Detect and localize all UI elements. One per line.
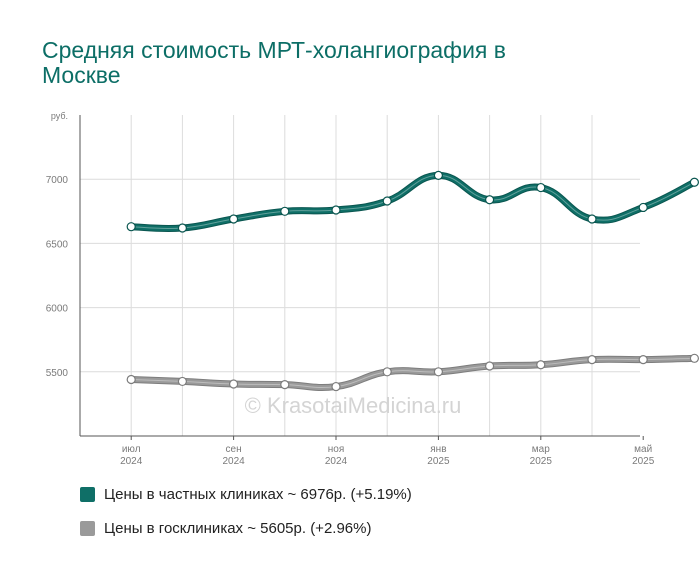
- x-tick-label-month: май: [634, 444, 652, 455]
- x-tick-label-year: 2025: [632, 456, 655, 467]
- data-point-public: [382, 367, 392, 377]
- data-point-public: [689, 353, 700, 363]
- data-point-private: [638, 202, 648, 213]
- data-point-public: [280, 380, 290, 390]
- data-point-private: [331, 205, 341, 215]
- series-line-highlight-public: [130, 357, 695, 389]
- x-tick-label-year: 2024: [325, 456, 348, 467]
- legend-label-private: Цены в частных клиниках ~ 6976р. (+5.19%…: [104, 485, 412, 503]
- x-tick-label-month: янв: [430, 444, 446, 455]
- legend-swatch-public: [80, 520, 95, 536]
- data-point-public: [587, 355, 597, 365]
- data-point-private: [689, 177, 700, 187]
- data-point-private: [587, 214, 597, 224]
- y-tick-label: 5500: [46, 368, 69, 379]
- data-point-private: [177, 223, 187, 233]
- data-point-public: [433, 367, 443, 377]
- data-point-public: [177, 376, 187, 387]
- data-point-private: [126, 222, 136, 232]
- y-tick-label: 6000: [46, 304, 69, 315]
- x-tick-label-year: 2024: [120, 456, 143, 467]
- data-point-private: [280, 206, 290, 216]
- legend: Цены в частных клиниках ~ 6976р. (+5.19%…: [80, 484, 412, 538]
- series-line-private: [128, 172, 697, 232]
- legend-label-public: Цены в госклиниках ~ 5605р. (+2.96%): [104, 519, 372, 537]
- x-tick-label-year: 2025: [530, 456, 553, 467]
- x-tick-label-month: сен: [226, 444, 242, 455]
- legend-item-public[interactable]: Цены в госклиниках ~ 5605р. (+2.96%): [80, 518, 412, 538]
- y-tick-label: 6500: [46, 239, 69, 250]
- series-line-public: [128, 355, 697, 391]
- data-point-public: [536, 360, 546, 370]
- y-axis-unit-label: руб.: [51, 111, 68, 121]
- data-point-private: [485, 195, 495, 205]
- data-point-public: [126, 374, 136, 385]
- x-tick-label-month: июл: [122, 444, 141, 455]
- data-point-private: [536, 182, 546, 193]
- data-point-public: [485, 361, 495, 371]
- x-tick-label-month: ноя: [328, 444, 345, 455]
- x-tick-label-month: мар: [532, 444, 550, 455]
- data-point-public: [331, 381, 341, 392]
- chart-title: Средняя стоимость МРТ-холангиография в М…: [42, 37, 506, 88]
- data-point-private: [229, 214, 239, 224]
- data-point-public: [638, 355, 648, 365]
- legend-swatch-private: [80, 486, 95, 502]
- y-tick-label: 7000: [46, 175, 69, 186]
- legend-item-private[interactable]: Цены в частных клиниках ~ 6976р. (+5.19%…: [80, 484, 412, 504]
- data-point-private: [433, 170, 443, 180]
- watermark: © KrasotaiMedicina.ru: [245, 393, 462, 418]
- x-tick-label-year: 2024: [222, 456, 245, 467]
- x-tick-label-year: 2025: [427, 456, 450, 467]
- data-point-public: [229, 379, 239, 389]
- data-point-private: [382, 196, 392, 206]
